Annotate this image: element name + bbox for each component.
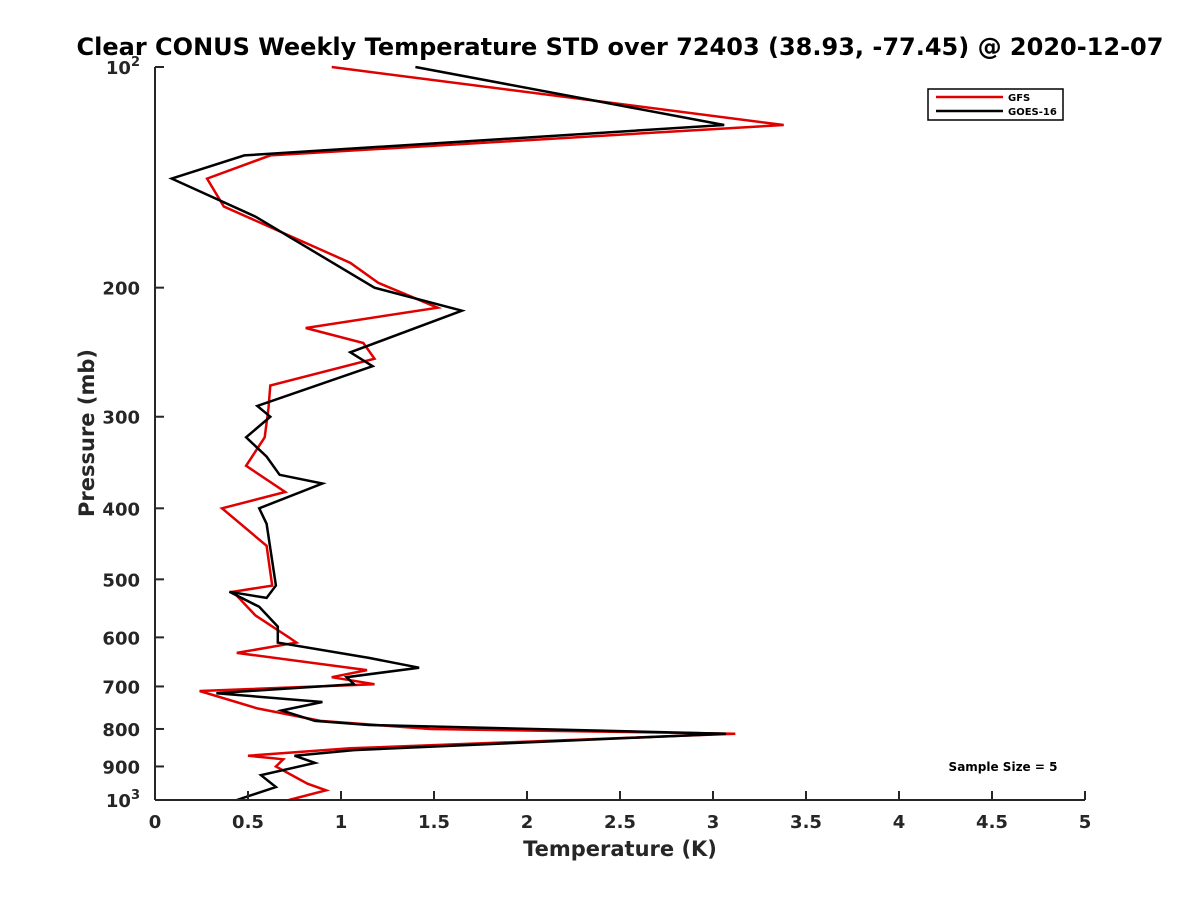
sample-size-annotation: Sample Size = 5	[949, 760, 1058, 774]
x-tick-label: 3	[707, 812, 720, 833]
x-tick-label: 0	[149, 812, 162, 833]
series-line-goes16	[168, 65, 727, 802]
x-tick-label: 2.5	[604, 812, 636, 833]
x-tick-label: 5	[1079, 812, 1092, 833]
legend-box	[927, 88, 1064, 121]
series-group	[168, 65, 784, 802]
y-tick-label: 400	[102, 499, 140, 520]
x-tick-label: 1	[335, 812, 348, 833]
legend-label-gfs: GFS	[1008, 93, 1030, 104]
x-tick-label: 2	[521, 812, 534, 833]
x-tick-label: 1.5	[418, 812, 450, 833]
series-line-gfs	[199, 65, 784, 802]
y-tick-label: 900	[102, 757, 140, 778]
y-ticks: 102 200 300 400 500 600 700 800 900 103	[102, 55, 164, 812]
y-tick-label: 300	[102, 408, 140, 429]
y-axis-label: Pressure (mb)	[75, 349, 99, 517]
y-tick-label: 103	[106, 788, 140, 812]
x-ticks: 0 0.5 1 1.5 2 2.5 3 3.5 4 4.5 5	[149, 791, 1092, 833]
x-tick-label: 3.5	[790, 812, 822, 833]
x-axis-label: Temperature (K)	[523, 837, 717, 861]
legend: GFS GOES-16	[927, 88, 1064, 121]
legend-label-goes16: GOES-16	[1008, 107, 1057, 118]
x-tick-label: 0.5	[232, 812, 264, 833]
x-tick-label: 4	[893, 812, 906, 833]
y-tick-label: 600	[102, 628, 140, 649]
x-tick-label: 4.5	[976, 812, 1008, 833]
y-tick-label: 700	[102, 677, 140, 698]
y-tick-label: 102	[106, 55, 140, 79]
chart-title: Clear CONUS Weekly Temperature STD over …	[77, 33, 1164, 61]
plot-area: 0 0.5 1 1.5 2 2.5 3 3.5 4 4.5 5 102 200 300 400 500 600…	[102, 55, 1091, 833]
y-tick-label: 800	[102, 720, 140, 741]
y-tick-label: 200	[102, 279, 140, 300]
y-tick-label: 500	[102, 570, 140, 591]
